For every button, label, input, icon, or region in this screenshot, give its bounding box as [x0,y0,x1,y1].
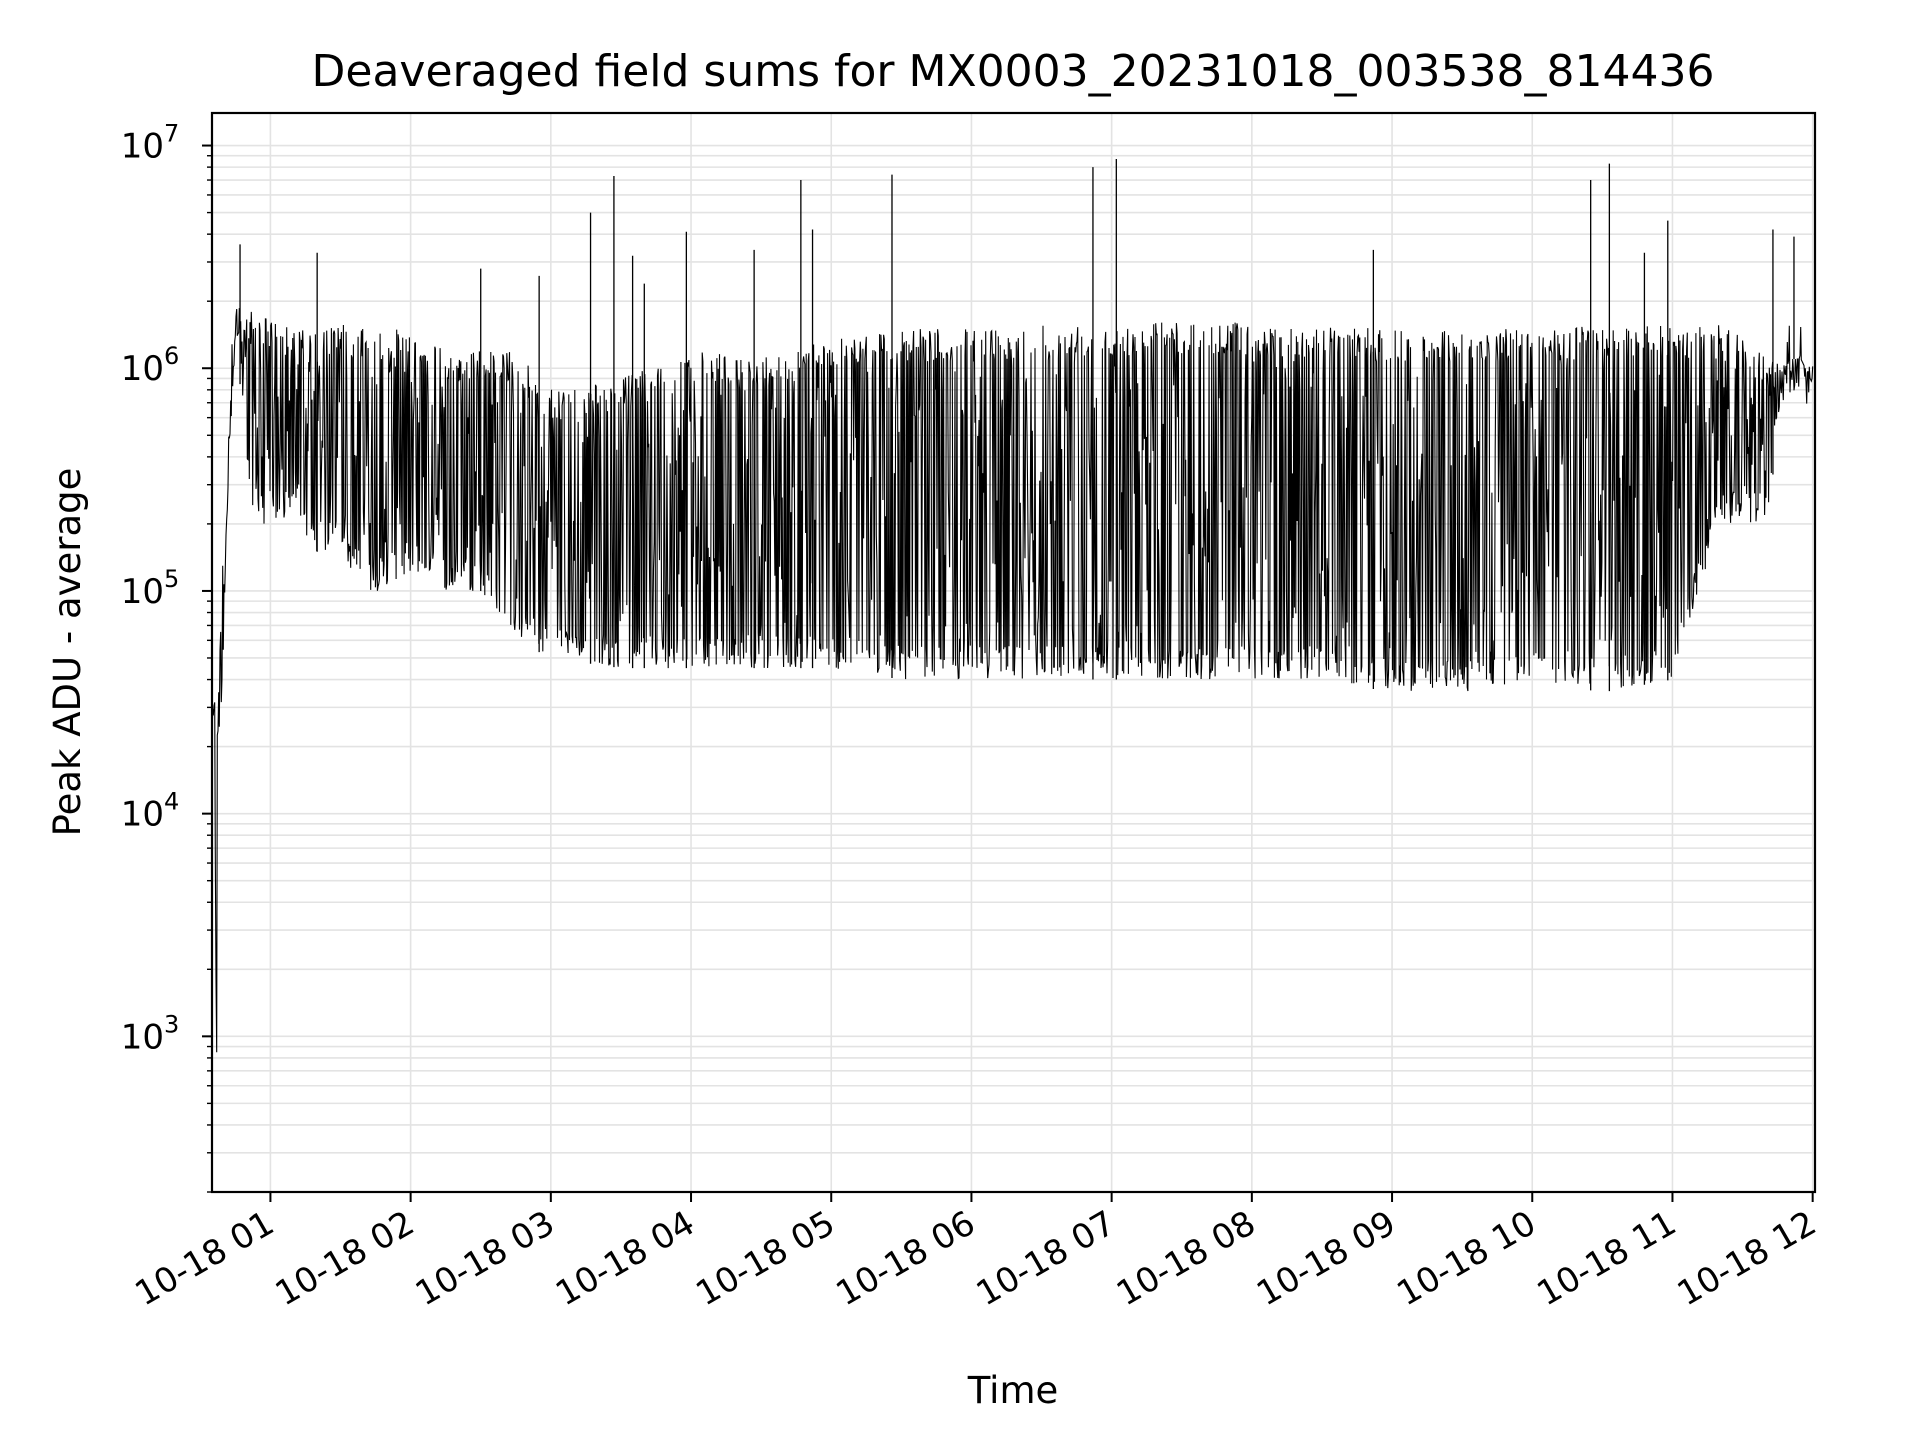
y-tick-label: 107 [121,120,180,167]
x-tick-label: 10-18 12 [1671,1203,1823,1314]
y-tick-label: 106 [121,342,180,389]
plot-frame [210,111,1817,1194]
x-axis-label: Time [967,1369,1059,1412]
series-layer [211,159,1814,1053]
y-axis: 103 104 105 106 107 [121,120,212,1193]
x-tick-label: 10-18 11 [1531,1203,1683,1314]
series-line [211,308,1814,1053]
x-tick-label: 10-18 09 [1250,1203,1402,1314]
x-tick-label: 10-18 01 [129,1203,281,1314]
x-tick-label: 10-18 06 [830,1203,982,1314]
y-tick-label: 105 [121,565,180,612]
x-tick-label: 10-18 04 [549,1203,701,1314]
x-tick-label: 10-18 02 [269,1203,421,1314]
x-tick-label: 10-18 07 [970,1203,1122,1314]
x-tick-label: 10-18 05 [689,1203,841,1314]
chart-title: Deaveraged field sums for MX0003_2023101… [312,46,1715,97]
y-tick-label: 103 [121,1010,180,1057]
x-tick-label: 10-18 03 [409,1203,561,1314]
y-tick-label: 104 [121,788,180,835]
y-axis-label: Peak ADU - average [46,468,89,837]
x-tick-label: 10-18 08 [1110,1203,1262,1314]
x-tick-label: 10-18 10 [1390,1203,1542,1314]
